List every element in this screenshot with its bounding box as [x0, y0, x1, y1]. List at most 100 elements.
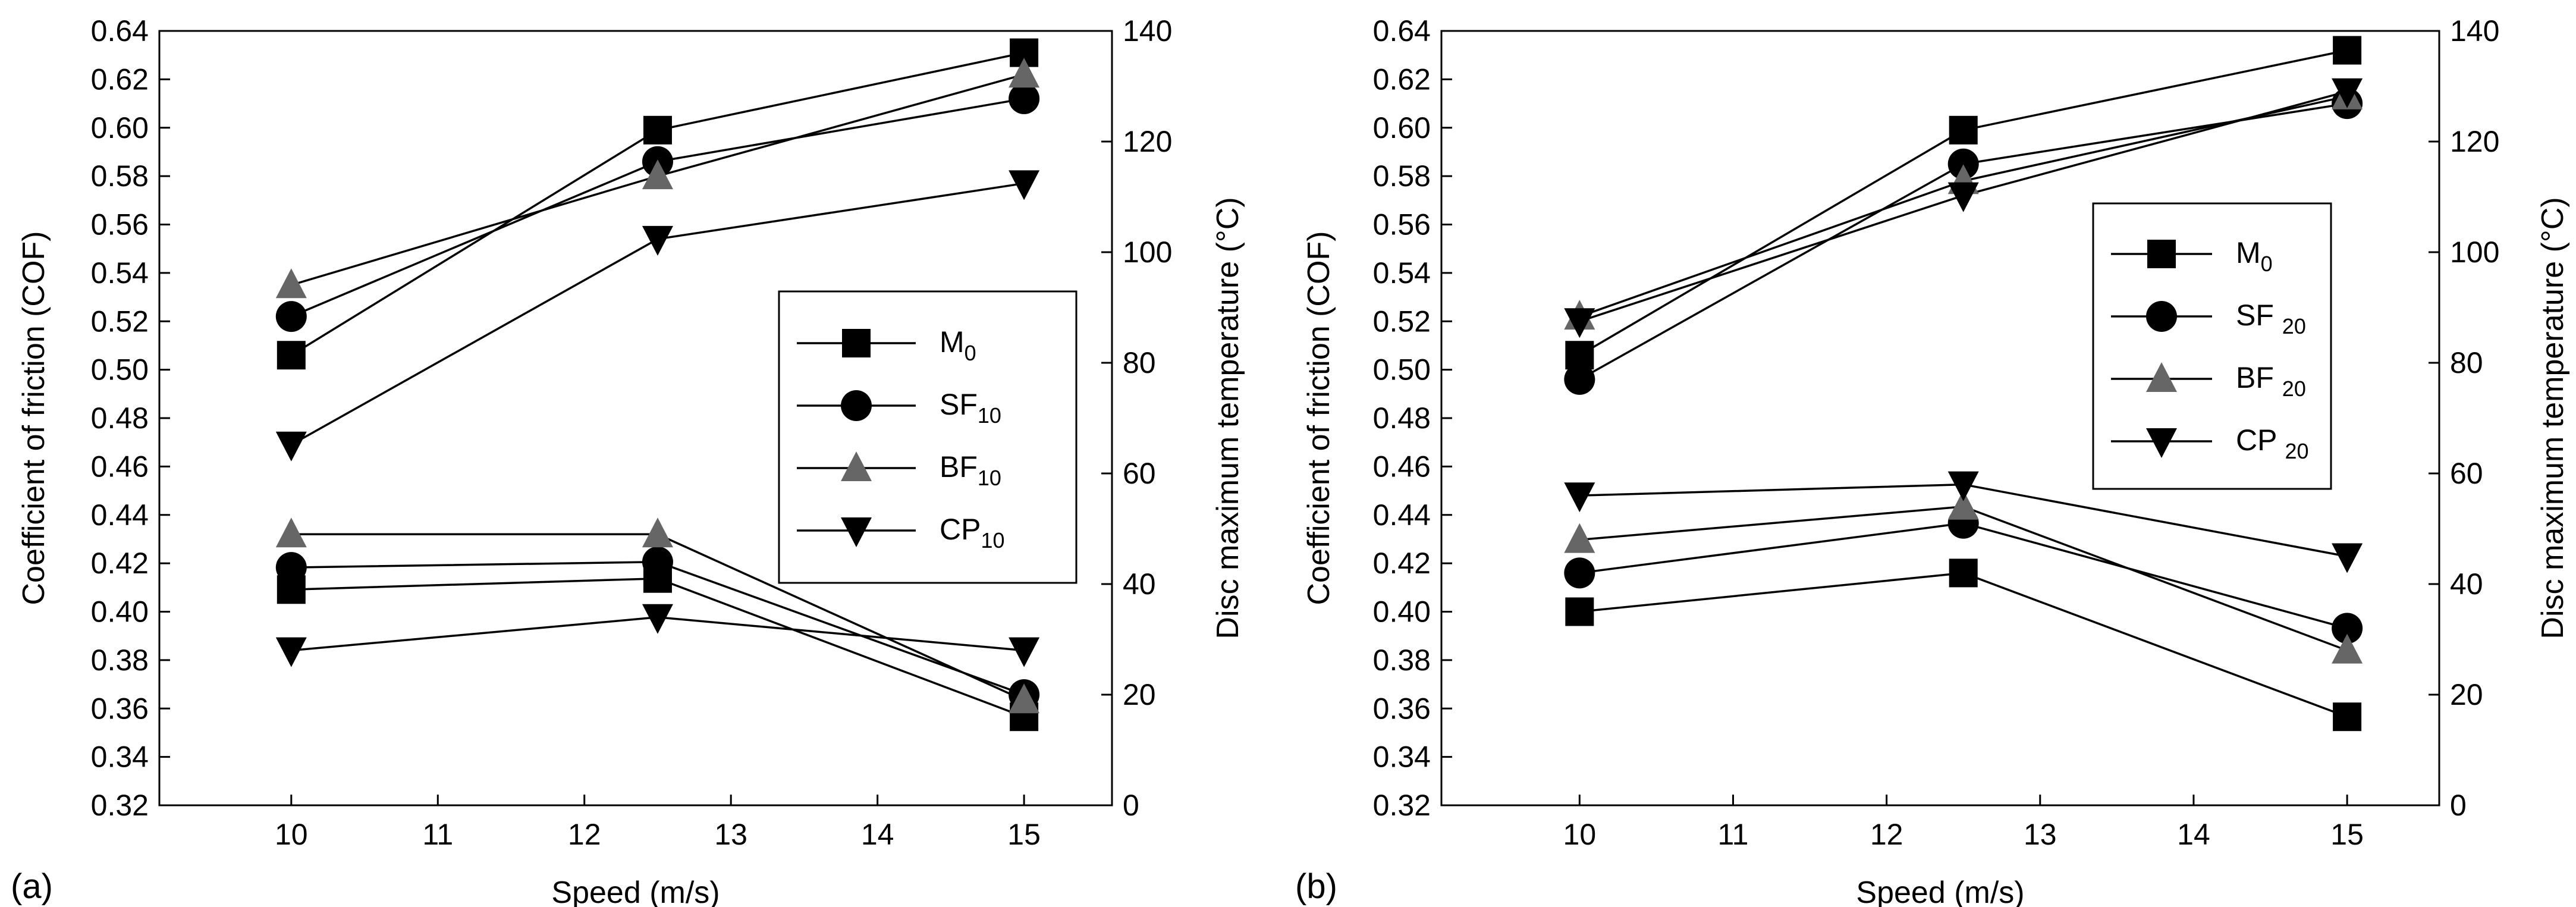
cof-point-M0 [643, 115, 672, 145]
legend-marker [2146, 362, 2177, 392]
y2-tick-label: 40 [2450, 567, 2483, 601]
y-axis-title-left: Coefficient of friction (COF) [17, 231, 51, 605]
legend-marker [2147, 240, 2176, 268]
legend-symbol-M0 [797, 329, 916, 357]
y-tick-label: 0.52 [1373, 305, 1431, 338]
temp-point-CP20 [2332, 543, 2363, 573]
legend-entry: BF 20 [2111, 361, 2306, 401]
temp-point-BF20 [1947, 489, 1979, 520]
cof-point-CP20 [1947, 182, 1979, 212]
y-tick-label: 0.54 [91, 256, 149, 290]
temp-point-M0 [1565, 597, 1594, 626]
cof-point-SF20 [1947, 148, 1979, 180]
y-tick-label: 0.48 [1373, 401, 1431, 435]
y-axis-title-right: Disc maximum temperature (°C) [1211, 197, 1245, 639]
legend-marker [841, 390, 872, 421]
cof-point-M0 [1949, 115, 1978, 145]
y-tick-label: 0.36 [1373, 692, 1431, 725]
legend: M0 SF10 BF10 CP10 [778, 290, 1077, 584]
y-tick-label: 0.40 [1373, 595, 1431, 629]
y2-tick-label: 80 [1123, 346, 1156, 379]
chart-panel-b: (b) Speed (m/s) Coefficient of friction … [1295, 14, 2570, 907]
y-tick-label: 0.50 [1373, 353, 1431, 387]
y-tick-label: 0.52 [91, 305, 149, 338]
temp-point-SF20 [2332, 613, 2363, 644]
y-tick-label: 0.64 [91, 14, 149, 48]
temp-point-SF10 [275, 552, 307, 583]
y-axis-right: 0 20 40 60 80 100 120 140 [1101, 14, 1172, 822]
legend-symbol-SF10 [797, 390, 916, 421]
y2-tick-label: 60 [1123, 457, 1156, 490]
legend-marker [841, 517, 872, 547]
legend: M0 SF 20 BF 20 CP 20 [2092, 202, 2332, 490]
cof-point-BF10 [1009, 58, 1040, 88]
y-tick-label: 0.38 [1373, 644, 1431, 677]
temp-point-CP10 [642, 604, 673, 634]
y-axis-title-left: Coefficient of friction (COF) [1302, 231, 1336, 605]
series-layer [275, 38, 1040, 732]
cof-point-CP20 [2332, 78, 2363, 108]
temp-point-BF20 [2332, 633, 2363, 664]
y-tick-label: 0.40 [91, 595, 149, 629]
cof-point-M0 [277, 341, 306, 370]
temp-point-BF10 [642, 517, 673, 548]
y-tick-label: 0.36 [91, 692, 149, 725]
legend-label: CP 20 [2236, 423, 2309, 463]
y-tick-label: 0.34 [91, 740, 149, 774]
cof-point-CP20 [1564, 308, 1595, 338]
y-tick-label: 0.60 [1373, 111, 1431, 145]
y2-tick-label: 120 [2450, 125, 2499, 158]
y-tick-label: 0.58 [91, 159, 149, 193]
temp-point-M0 [1949, 558, 1978, 588]
y-tick-label: 0.44 [1373, 498, 1431, 532]
legend-entry: M0 [2111, 236, 2273, 276]
y-tick-label: 0.62 [1373, 62, 1431, 96]
temp-point-CP20 [1564, 482, 1595, 513]
legend-label: BF 20 [2236, 361, 2306, 401]
y-tick-label: 0.56 [91, 208, 149, 241]
legend-label: SF10 [940, 388, 1001, 428]
temp-point-BF10 [275, 517, 307, 548]
x-tick-label: 10 [275, 818, 308, 851]
y2-tick-label: 60 [2450, 457, 2483, 490]
y2-tick-label: 140 [1123, 14, 1172, 48]
x-tick-label: 10 [1563, 818, 1597, 851]
x-tick-label: 15 [1007, 818, 1041, 851]
x-tick-label: 13 [714, 818, 747, 851]
chart-panel-a: (a) Speed (m/s) Coefficient of friction … [11, 14, 1245, 907]
x-tick-label: 14 [2177, 818, 2210, 851]
legend-label: BF10 [940, 450, 1001, 490]
y2-tick-label: 40 [1123, 567, 1156, 601]
y2-tick-label: 100 [1123, 236, 1172, 269]
y-tick-label: 0.64 [1373, 14, 1431, 48]
legend-entry: CP10 [797, 513, 1005, 553]
x-tick-label: 11 [422, 818, 453, 851]
legend-label: CP10 [940, 513, 1005, 553]
legend-symbol-M0 [2111, 240, 2212, 268]
temp-point-SF10 [642, 546, 673, 578]
legend-symbol-BF10 [797, 451, 916, 481]
legend-marker [2146, 301, 2177, 332]
legend-entry: CP 20 [2111, 423, 2309, 463]
y-axis-right: 0 20 40 60 80 100 120 140 [2429, 14, 2499, 822]
cof-point-CP10 [642, 225, 673, 256]
x-tick-label: 11 [1718, 818, 1749, 851]
cof-point-CP10 [1009, 170, 1040, 200]
y2-tick-label: 0 [2450, 789, 2467, 822]
x-tick-label: 12 [568, 818, 601, 851]
legend-box [778, 290, 1077, 584]
legend-marker [842, 329, 871, 357]
y2-tick-label: 20 [2450, 678, 2483, 711]
x-axis-title: Speed (m/s) [551, 875, 720, 907]
temp-point-CP10 [1009, 637, 1040, 667]
legend-symbol-BF20 [2111, 362, 2212, 392]
y-tick-label: 0.34 [1373, 740, 1431, 774]
cof-point-SF10 [275, 301, 307, 332]
y2-tick-label: 20 [1123, 678, 1156, 711]
cof-point-CP10 [275, 431, 307, 462]
y-axis-title-right: Disc maximum temperature (°C) [2536, 197, 2570, 639]
cof-point-M0 [2333, 36, 2362, 65]
y-tick-label: 0.62 [91, 62, 149, 96]
legend-symbol-SF20 [2111, 301, 2212, 332]
